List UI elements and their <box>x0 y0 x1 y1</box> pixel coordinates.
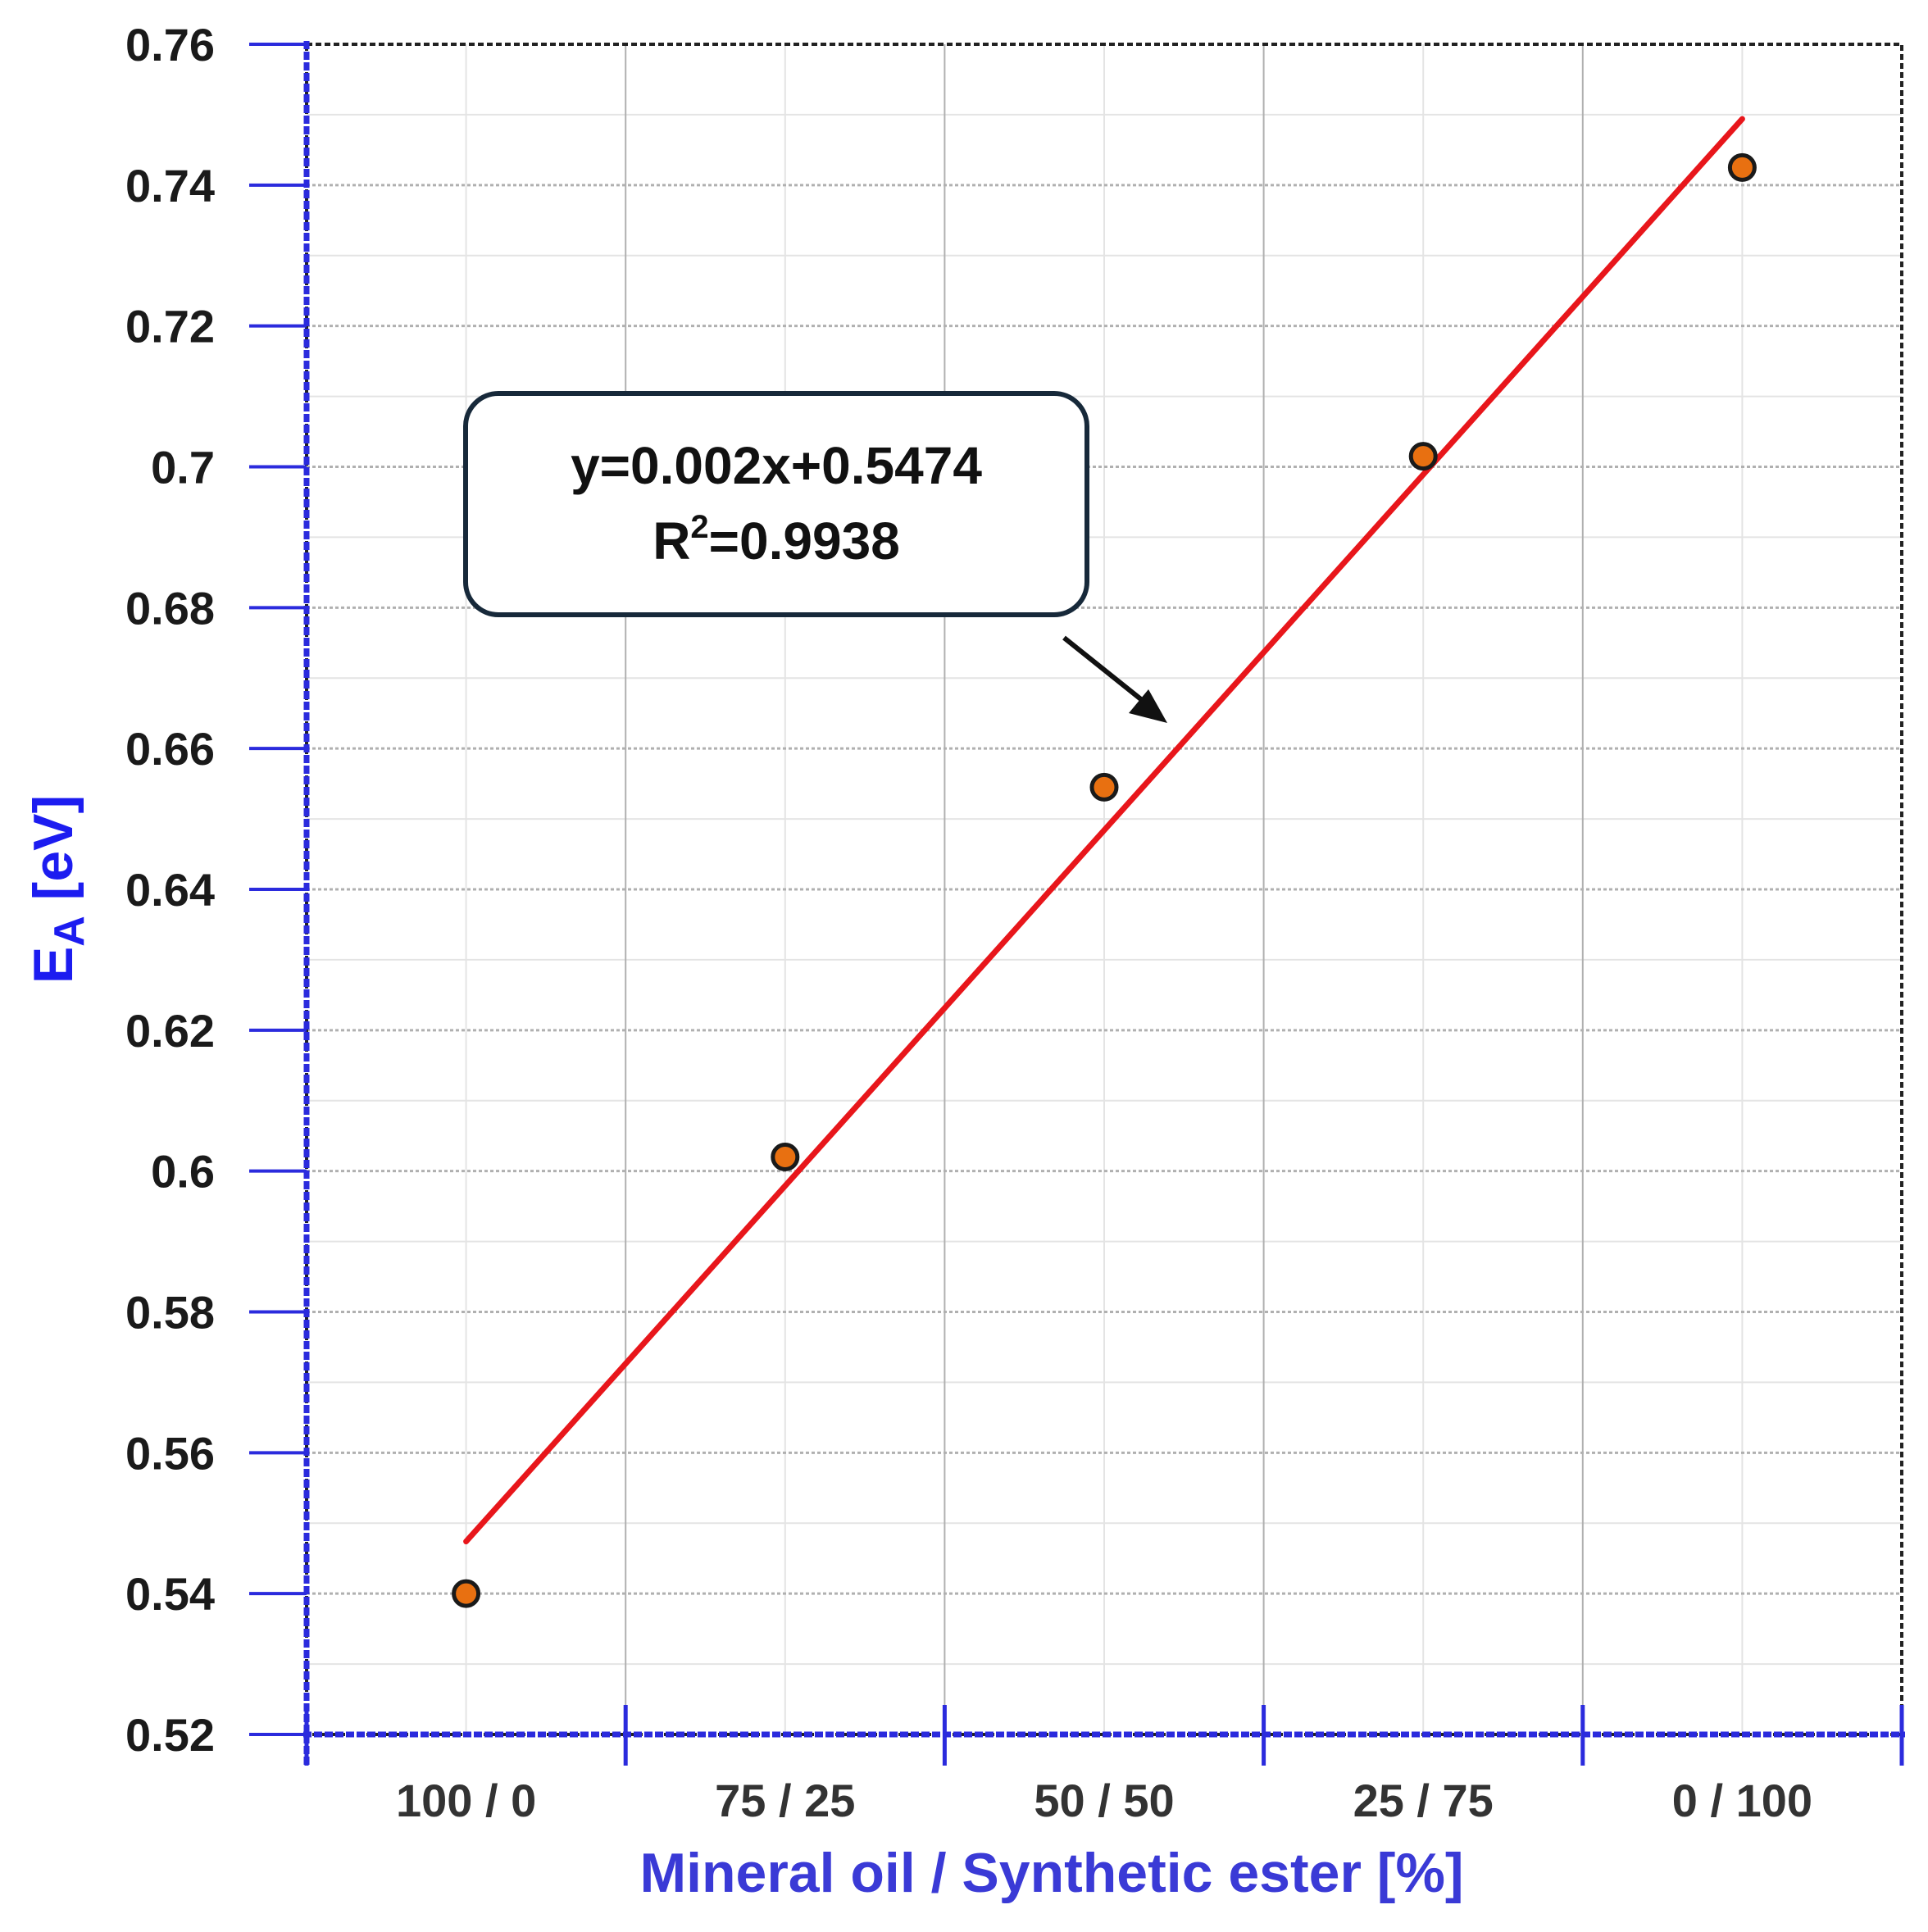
y-tick-label: 0.54 <box>125 1568 215 1620</box>
x-tick-label: 0 / 100 <box>1672 1775 1812 1826</box>
data-points <box>452 152 1757 1608</box>
r-squared-value: =0.9938 <box>709 511 900 571</box>
y-tick-label: 0.66 <box>125 723 215 775</box>
y-tick-label: 0.68 <box>125 582 215 634</box>
r-squared-superscript: 2 <box>690 509 708 545</box>
y-tick-label: 0.58 <box>125 1287 215 1339</box>
annotation-arrow-shaft <box>1062 635 1148 706</box>
x-tick-label: 25 / 75 <box>1353 1775 1494 1826</box>
y-tick-label: 0.64 <box>125 864 215 916</box>
equation-annotation: y=0.002x+0.5474 R2=0.9938 <box>463 391 1167 723</box>
fit-line <box>463 116 1745 1545</box>
x-tick-labels: 100 / 0 75 / 25 50 / 50 25 / 75 0 / 100 <box>396 1775 1812 1826</box>
y-tick-label: 0.52 <box>125 1709 215 1761</box>
y-tick-label: 0.56 <box>125 1427 215 1479</box>
y-axis-title-subscript: A <box>46 916 93 947</box>
data-point <box>1089 772 1119 802</box>
y-tick-labels: 0.52 0.54 0.56 0.58 0.6 0.62 0.64 0.66 0.68 0.7 0.… <box>125 19 215 1761</box>
y-tick-label: 0.74 <box>125 160 215 211</box>
x-tick-label: 100 / 0 <box>396 1775 536 1826</box>
x-axis-title: Mineral oil / Synthetic ester [%] <box>639 1842 1463 1904</box>
x-tick-label: 50 / 50 <box>1034 1775 1174 1826</box>
data-point <box>452 1579 481 1608</box>
y-axis-title: EA [eV] <box>22 795 93 984</box>
data-point <box>771 1142 800 1171</box>
y-tick-label: 0.76 <box>125 19 215 70</box>
fit-layer <box>463 116 1745 1545</box>
x-tick-label: 75 / 25 <box>715 1775 855 1826</box>
data-point <box>1408 442 1438 471</box>
y-axis-title-unit: [eV] <box>22 795 84 916</box>
r-squared-text: R2=0.9938 <box>653 509 900 571</box>
y-tick-label: 0.62 <box>125 1005 215 1057</box>
y-tick-label: 0.6 <box>151 1146 215 1198</box>
y-tick-label: 0.7 <box>151 442 215 493</box>
axis-layer <box>249 41 1905 1766</box>
annotation-arrow-head <box>1129 689 1167 723</box>
equation-box <box>463 391 1089 617</box>
y-axis-title-main: E <box>22 947 84 984</box>
r-squared-prefix: R <box>653 511 690 571</box>
grid-layer <box>307 44 1902 1734</box>
data-point <box>1727 152 1757 182</box>
equation-text: y=0.002x+0.5474 <box>571 436 982 495</box>
y-tick-label: 0.72 <box>125 301 215 352</box>
